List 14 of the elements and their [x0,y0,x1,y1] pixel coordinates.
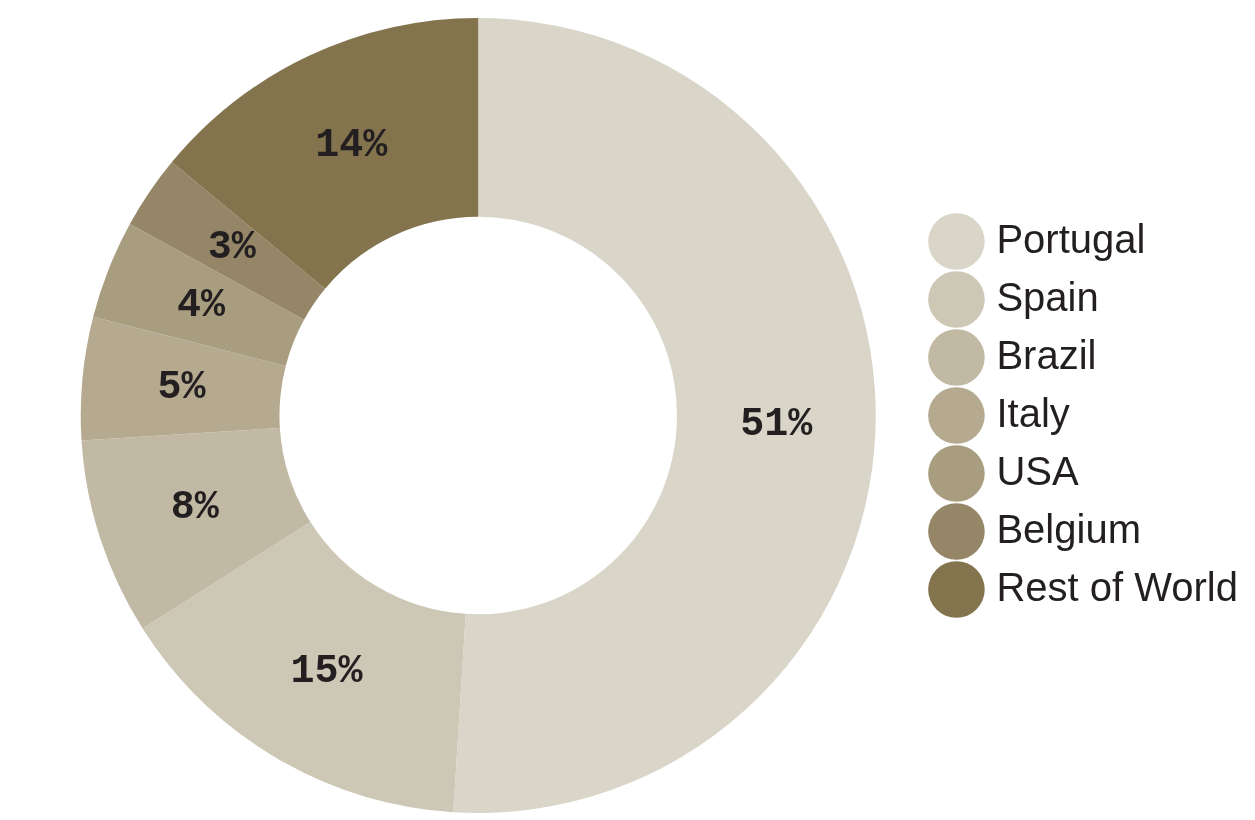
data-label: 14% [315,122,389,168]
data-label: 8% [170,484,220,530]
legend-label: Portugal [996,216,1146,261]
data-label: 3% [207,225,257,271]
legend-label: Belgium [996,506,1141,551]
legend-label: USA [996,448,1079,493]
data-label: 5% [157,364,207,410]
data-label: 51% [740,401,814,447]
legend-label: Italy [996,390,1070,435]
legend-label: Brazil [996,332,1097,377]
data-label: 15% [290,649,364,695]
data-label: 4% [177,282,227,328]
legend-label: Rest of World [996,564,1238,609]
legend-label: Spain [996,274,1099,319]
